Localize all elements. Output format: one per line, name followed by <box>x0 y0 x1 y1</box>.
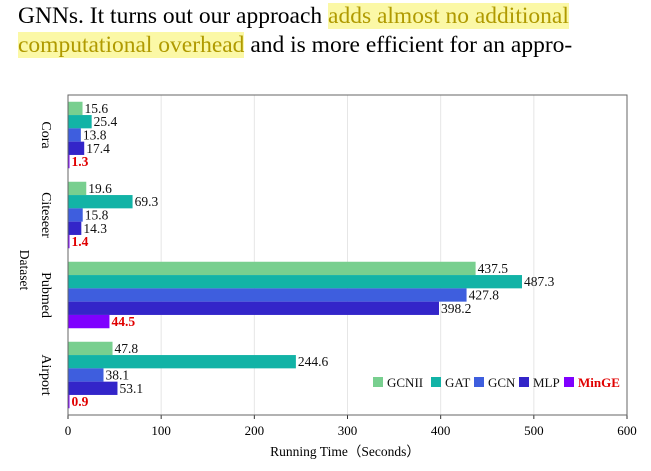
data-label-gat-cora: 25.4 <box>94 114 118 129</box>
legend-swatch-gcn <box>474 377 484 387</box>
legend-label-mlp: MLP <box>533 375 560 390</box>
y-category-pubmed: Pubmed <box>38 272 53 318</box>
data-label-gat-airport: 244.6 <box>298 354 329 369</box>
paragraph-text: GNNs. It turns out our approach adds alm… <box>18 2 630 60</box>
highlighted-phrase-1[interactable]: adds almost no additional <box>328 3 569 29</box>
data-label-gcnii-airport: 47.8 <box>115 341 139 356</box>
data-label-gcn-airport: 38.1 <box>105 368 129 383</box>
bar-gcnii-citeseer[interactable] <box>68 181 87 196</box>
bar-gat-cora[interactable] <box>68 115 92 129</box>
data-label-mlp-pubmed: 398.2 <box>441 301 471 316</box>
line2-suffix: and is more efficient for an appro- <box>244 32 573 58</box>
legend-label-gcnii: GCNII <box>387 375 423 390</box>
data-label-minge-citeseer: 1.4 <box>72 234 89 249</box>
data-label-gcn-pubmed: 427.8 <box>469 288 500 303</box>
paragraph-line-1: GNNs. It turns out our approach adds alm… <box>18 2 630 31</box>
legend-label-minge: MinGE <box>578 375 620 390</box>
bar-minge-cora[interactable] <box>68 154 70 169</box>
bar-mlp-airport[interactable] <box>68 381 118 395</box>
bar-mlp-citeseer[interactable] <box>68 221 82 235</box>
running-time-bar-chart: 15.625.413.817.41.3 19.6 69.3 15.814.31.4 43… <box>17 94 637 459</box>
line1-prefix: GNNs. It turns out our approach <box>18 3 329 29</box>
data-label-mlp-cora: 17.4 <box>86 141 110 156</box>
chart-axes: 0 100 200 300 400 500 600 Cora Citeseer Pubmed Air… <box>38 94 637 438</box>
bar-gcn-airport[interactable] <box>68 368 104 382</box>
legend-swatch-minge <box>564 377 574 387</box>
data-label-mlp-citeseer: 14.3 <box>83 221 107 236</box>
y-category-cora: Cora <box>38 121 53 149</box>
legend-swatch-gat <box>431 377 441 387</box>
data-label-minge-airport: 0.9 <box>72 394 89 409</box>
bar-gat-airport[interactable] <box>68 355 296 369</box>
bar-minge-airport[interactable] <box>68 394 70 409</box>
y-category-airport: Airport <box>38 354 53 395</box>
data-label-gcnii-pubmed: 437.5 <box>478 261 509 276</box>
data-label-gat-citeseer: 69.3 <box>135 194 159 209</box>
paragraph-line-2: computational overhead and is more effic… <box>18 31 630 60</box>
bar-minge-pubmed[interactable] <box>68 314 110 329</box>
plot-frame <box>67 94 628 416</box>
data-label-gcnii-citeseer: 19.6 <box>88 181 112 196</box>
bar-gat-citeseer[interactable] <box>68 195 133 209</box>
y-category-citeseer: Citeseer <box>38 192 53 238</box>
data-label-gcn-citeseer: 15.8 <box>85 208 109 223</box>
bar-gcnii-airport[interactable] <box>68 341 113 356</box>
data-label-minge-cora: 1.3 <box>72 154 89 169</box>
bar-minge-citeseer[interactable] <box>68 234 70 249</box>
data-label-gat-pubmed: 487.3 <box>524 274 555 289</box>
data-label-minge-pubmed: 44.5 <box>111 314 135 329</box>
x-tick-label: 500 <box>524 423 544 438</box>
chart-legend: GCNII GAT GCN MLP MinGE <box>373 375 620 390</box>
x-tick-label: 300 <box>338 423 358 438</box>
legend-label-gat: GAT <box>445 375 470 390</box>
data-label-mlp-airport: 53.1 <box>119 381 143 396</box>
chart-data-labels: 15.625.413.817.41.3 19.6 69.3 15.814.31.4 43… <box>72 101 555 409</box>
legend-swatch-gcnii <box>373 377 383 387</box>
x-axis-label: Running Time（Seconds） <box>270 444 420 459</box>
bar-mlp-cora[interactable] <box>68 141 85 155</box>
bar-gcnii-pubmed[interactable] <box>68 261 476 276</box>
y-axis-label: Dataset <box>17 250 32 291</box>
bar-gcn-citeseer[interactable] <box>68 208 83 222</box>
data-label-gcnii-cora: 15.6 <box>85 101 109 116</box>
bar-gat-pubmed[interactable] <box>68 275 523 289</box>
x-tick-label: 100 <box>151 423 171 438</box>
x-tick-label: 200 <box>245 423 265 438</box>
bar-gcn-cora[interactable] <box>68 128 81 142</box>
data-label-gcn-cora: 13.8 <box>83 128 107 143</box>
highlighted-phrase-2[interactable]: computational overhead <box>18 32 245 58</box>
x-tick-label: 600 <box>617 423 637 438</box>
x-tick-label: 0 <box>65 423 72 438</box>
legend-label-gcn: GCN <box>488 375 516 390</box>
chart-bars <box>68 101 523 409</box>
x-tick-label: 400 <box>431 423 451 438</box>
bar-mlp-pubmed[interactable] <box>68 301 439 315</box>
bar-gcn-pubmed[interactable] <box>68 288 467 302</box>
legend-swatch-mlp <box>519 377 529 387</box>
bar-gcnii-cora[interactable] <box>68 101 83 116</box>
